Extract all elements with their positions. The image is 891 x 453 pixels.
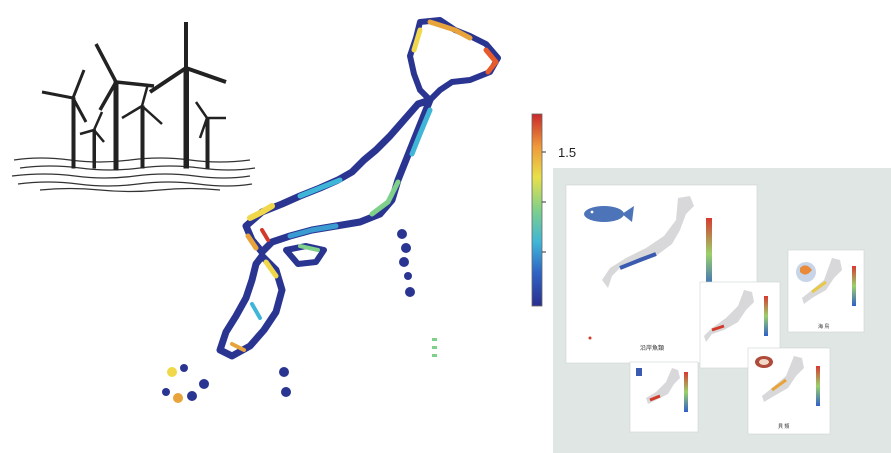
izu-islands — [397, 229, 415, 297]
minimap-card-4 — [629, 361, 699, 433]
minimap-label: 沿岸魚類 — [640, 344, 664, 352]
minimap-label: 貝 類 — [778, 423, 789, 430]
minimap-label: 海 鳥 — [818, 323, 829, 330]
southern-islands — [162, 364, 291, 403]
species-panel: 沿岸魚類 海 鳥 — [553, 168, 891, 453]
wind-turbine-icon — [11, 22, 256, 193]
shell-icon — [755, 356, 773, 368]
colorbar-tick-label: 1.5 — [558, 145, 576, 160]
minimap-card-shell: 貝 類 — [747, 347, 831, 435]
kyushu-coast — [216, 252, 286, 360]
colorbar: 1.5 — [531, 113, 576, 307]
wave-icon — [11, 157, 256, 193]
minimap-card-3: 海 鳥 — [787, 249, 865, 333]
fish-icon — [584, 206, 634, 222]
japan-coastal-map — [162, 17, 501, 403]
